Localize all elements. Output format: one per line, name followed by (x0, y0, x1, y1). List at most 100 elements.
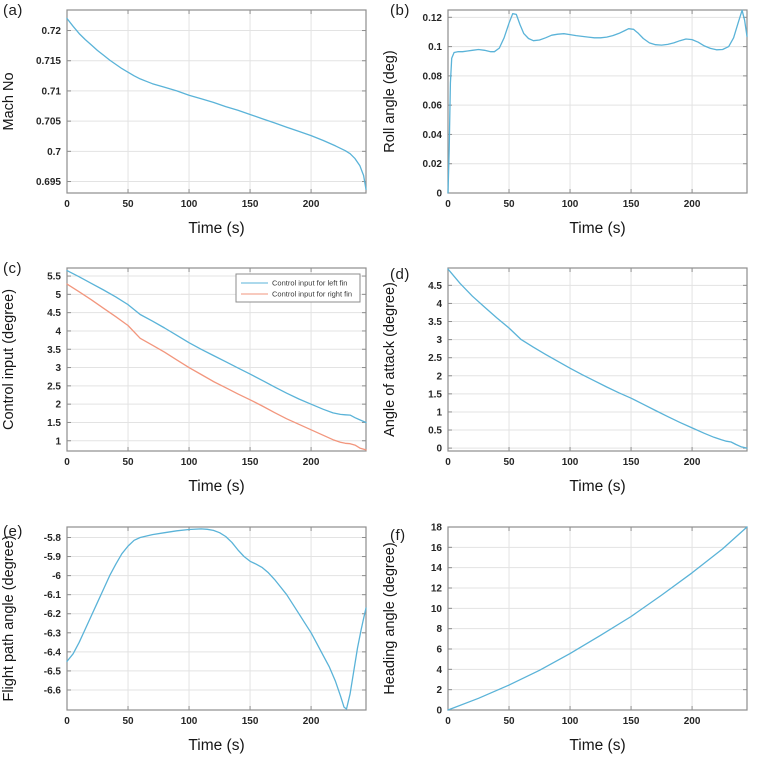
legend-label: Control input for right fin (272, 290, 352, 299)
y-axis-label: Angle of attack (degree) (382, 282, 398, 437)
panel-label-f: (f) (390, 527, 406, 544)
y-tick-label: 0.715 (36, 56, 61, 67)
y-tick-label: 0.08 (423, 71, 443, 82)
plot-border (66, 9, 367, 194)
subplot-d: (d) 0 50 100 150 200 0 0.5 1 1.5 2 2.5 3 3.5 4 4.5 Angl… (381, 258, 761, 510)
x-tick-label: 0 (445, 199, 451, 210)
x-tick-label: 100 (562, 716, 579, 727)
data-curve (447, 268, 748, 449)
x-tick-label: 100 (181, 457, 198, 468)
legend-label: Control input for left fin (272, 279, 347, 288)
y-tick-label: 4 (436, 665, 442, 676)
y-tick-label: -6.3 (44, 628, 62, 639)
panel-label-b: (b) (390, 2, 410, 19)
subplot-b: (b) 0 50 100 150 200 0 0.02 0.04 0.06 0.08 0.1 0.12… (381, 0, 761, 252)
y-tick-label: 3.5 (428, 317, 442, 328)
y-axis-label: Heading angle (degree) (382, 542, 398, 694)
y-tick-label: 0.695 (36, 177, 61, 188)
y-tick-label: -5.9 (44, 552, 62, 563)
y-tick-label: -6.5 (44, 666, 62, 677)
subplot-f: (f) 0 50 100 150 200 0 2 4 6 8 10 12 14 16 18 Heading a… (381, 517, 761, 769)
x-tick-label: 50 (503, 716, 515, 727)
y-tick-label: 2.5 (47, 381, 61, 392)
y-tick-label: -6.4 (44, 647, 62, 658)
x-tick-label: 100 (562, 199, 579, 210)
data-curve (66, 269, 367, 424)
chart-canvas: 0 50 100 150 200 1 1.5 2 2.5 3 3.5 4 4.5 5 5.5 Control … (1, 267, 367, 495)
y-tick-label: 2 (55, 400, 61, 411)
chart-mount-f: 0 50 100 150 200 0 2 4 6 8 10 12 14 16 18 Heading angle… (381, 517, 761, 769)
y-tick-label: 5 (55, 290, 61, 301)
y-tick-label: 6 (436, 645, 442, 656)
chart-mount-d: 0 50 100 150 200 0 0.5 1 1.5 2 2.5 3 3.5 4 4.5 Angle of… (381, 258, 761, 510)
x-tick-label: 200 (684, 457, 701, 468)
chart-canvas: 0 50 100 150 200 0.695 0.7 0.705 0.71 0.715 0.72 Ma… (1, 9, 367, 237)
y-tick-label: 4.5 (428, 281, 442, 292)
y-tick-label: 3.5 (47, 345, 61, 356)
y-tick-label: 2 (436, 685, 442, 696)
chart-canvas: 0 50 100 150 200 0 0.02 0.04 0.06 0.08 0.1 0.12 Roll… (382, 9, 748, 237)
x-tick-label: 150 (623, 716, 640, 727)
plot-border (447, 9, 748, 194)
y-tick-label: -5.8 (44, 533, 62, 544)
x-tick-label: 50 (503, 199, 515, 210)
y-tick-label: 0.71 (42, 86, 62, 97)
y-tick-label: 4 (55, 326, 61, 337)
data-curve (447, 526, 748, 711)
y-tick-label: -6 (52, 571, 61, 582)
y-tick-label: 16 (431, 543, 443, 554)
y-axis-label: Mach No (1, 72, 17, 130)
chart-canvas: 0 50 100 150 200 0 0.5 1 1.5 2 2.5 3 3.5 4 4.5 Angle of… (382, 267, 748, 495)
x-tick-label: 200 (684, 199, 701, 210)
plot-border (447, 526, 748, 711)
panel-label-c: (c) (3, 260, 22, 277)
panel-label-d: (d) (390, 266, 410, 283)
y-tick-label: 5.5 (47, 272, 61, 283)
y-tick-label: 0.7 (47, 147, 61, 158)
x-tick-label: 0 (64, 457, 70, 468)
y-tick-label: 3 (436, 335, 442, 346)
x-axis-label: Time (s) (569, 478, 625, 495)
y-tick-label: 2 (436, 371, 442, 382)
x-tick-label: 200 (303, 199, 320, 210)
x-axis-label: Time (s) (569, 220, 625, 237)
chart-mount-b: 0 50 100 150 200 0 0.02 0.04 0.06 0.08 0.1 0.12 Roll… (381, 0, 761, 252)
x-tick-label: 100 (181, 716, 198, 727)
y-tick-label: 0.705 (36, 117, 61, 128)
chart-canvas: 0 50 100 150 200 0 2 4 6 8 10 12 14 16 18 Heading angle… (382, 523, 748, 754)
y-tick-label: -6.1 (44, 590, 62, 601)
x-tick-label: 150 (242, 716, 259, 727)
y-tick-label: 0.72 (42, 26, 62, 37)
y-tick-label: 0.12 (423, 13, 443, 24)
plot-border (447, 267, 748, 452)
subplot-e: (e) 0 50 100 150 200 -6.6 -6.5 -6.4 -6.3 -6.2 -6.1… (0, 517, 380, 769)
chart-mount-c: 0 50 100 150 200 1 1.5 2 2.5 3 3.5 4 4.5 5 5.5 Control … (0, 258, 380, 510)
x-tick-label: 100 (562, 457, 579, 468)
x-tick-label: 0 (64, 199, 70, 210)
x-axis-label: Time (s) (188, 478, 244, 495)
y-tick-label: -6.6 (44, 685, 62, 696)
y-tick-label: 1 (55, 436, 61, 447)
x-tick-label: 50 (122, 716, 134, 727)
y-tick-label: 14 (431, 563, 443, 574)
y-tick-label: 0.04 (423, 130, 443, 141)
x-tick-label: 50 (122, 457, 134, 468)
y-axis-label: Flight path angle (degree) (1, 535, 17, 701)
y-tick-label: 8 (436, 624, 442, 635)
y-axis-label: Roll angle (deg) (382, 50, 398, 152)
chart-mount-e: 0 50 100 150 200 -6.6 -6.5 -6.4 -6.3 -6.2 -6.1 -6 -5… (0, 517, 380, 769)
x-axis-label: Time (s) (188, 220, 244, 237)
x-tick-label: 50 (503, 457, 515, 468)
y-tick-label: 3 (55, 363, 61, 374)
x-tick-label: 150 (242, 199, 259, 210)
plot-border (66, 267, 367, 452)
y-tick-label: 0 (436, 189, 442, 200)
chart-canvas: 0 50 100 150 200 -6.6 -6.5 -6.4 -6.3 -6.2 -6.1 -6 -5… (1, 526, 367, 754)
y-tick-label: 0.5 (428, 426, 442, 437)
y-tick-label: 0.02 (423, 159, 443, 170)
data-curve (447, 9, 748, 194)
y-tick-label: 18 (431, 523, 443, 534)
x-axis-label: Time (s) (188, 737, 244, 754)
x-tick-label: 0 (64, 716, 70, 727)
